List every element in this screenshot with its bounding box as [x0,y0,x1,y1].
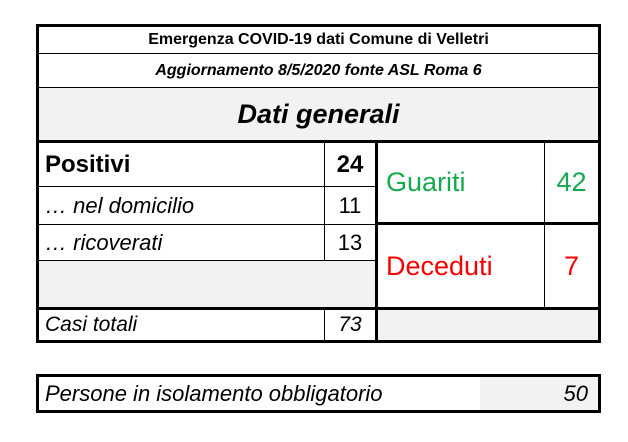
guariti-label: Guariti [375,143,545,225]
isolamento-label: Persone in isolamento obbligatorio [45,380,383,406]
ricoverati-label: … ricoverati [39,225,325,261]
table-title: Emergenza COVID-19 dati Comune di Vellet… [39,27,598,54]
nel-domicilio-label: … nel domicilio [39,187,325,225]
casi-totali-label: Casi totali [39,310,325,340]
table-subtitle: Aggiornamento 8/5/2020 fonte ASL Roma 6 [39,54,598,88]
isolamento-value: 50 [480,377,598,410]
casi-totali-value: 73 [338,313,362,336]
positivi-label: Positivi [39,143,325,187]
guariti-value: 42 [545,143,598,225]
deceduti-value: 7 [545,225,598,310]
nel-domicilio-value: 11 [325,187,375,225]
positivi-value: 24 [325,143,375,187]
covid-data-table: Emergenza COVID-19 dati Comune di Vellet… [36,24,601,343]
empty-bottom-right-cell [375,310,598,340]
ricoverati-value: 13 [325,225,375,261]
section-header-dati-generali: Dati generali [39,88,598,143]
isolation-table: Persone in isolamento obbligatorio 50 [36,374,601,413]
deceduti-label: Deceduti [375,225,545,310]
empty-spacer-cell [39,261,375,310]
